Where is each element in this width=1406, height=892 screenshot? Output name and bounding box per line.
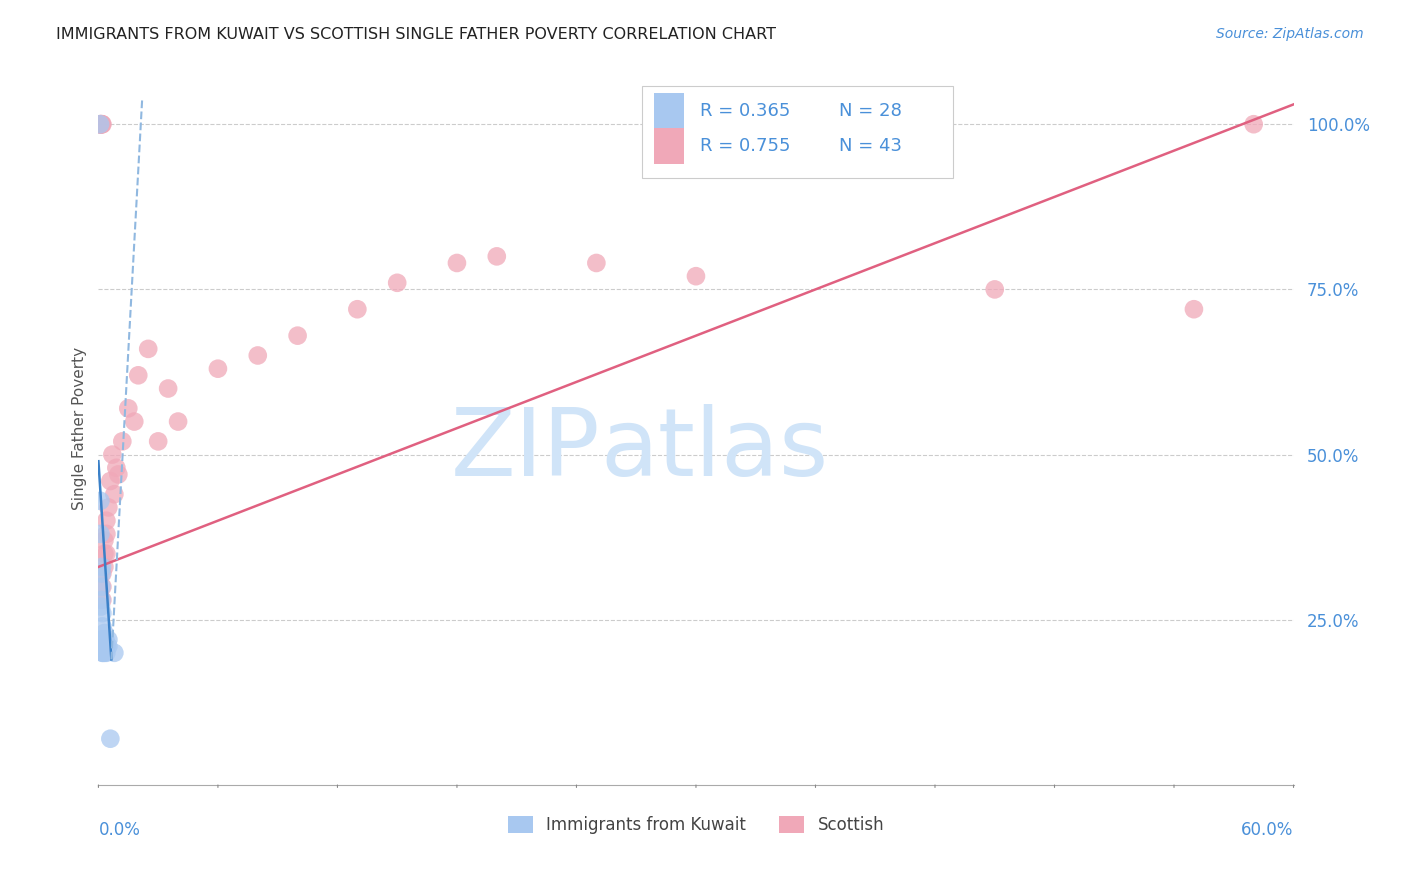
Text: ZIP: ZIP (451, 403, 600, 496)
Point (93, 547, 115, 561)
Text: R = 0.755: R = 0.755 (700, 137, 790, 155)
Bar (654, 128, 685, 164)
Point (101, 448, 124, 462)
Point (90, 580, 112, 594)
Point (96, 514, 118, 528)
Text: IMMIGRANTS FROM KUWAIT VS SCOTTISH SINGLE FATHER POVERTY CORRELATION CHART: IMMIGRANTS FROM KUWAIT VS SCOTTISH SINGL… (56, 27, 776, 42)
Point (107, 467, 129, 482)
Point (96, 527, 118, 541)
Point (446, 256, 468, 270)
Point (90, 599, 112, 614)
Point (89, 117, 111, 131)
Text: R = 0.365: R = 0.365 (700, 102, 790, 120)
Point (90, 632, 112, 647)
Point (127, 368, 149, 383)
Point (685, 269, 707, 284)
Point (91, 646, 114, 660)
Point (97, 639, 120, 653)
Point (124, 415, 146, 429)
Point (97, 632, 120, 647)
Point (91, 632, 114, 647)
Text: Source: ZipAtlas.com: Source: ZipAtlas.com (1216, 27, 1364, 41)
Point (91, 117, 114, 131)
Point (97, 500, 120, 515)
Point (91, 646, 114, 660)
Point (91, 580, 114, 594)
Point (585, 256, 607, 270)
Point (346, 302, 368, 317)
Point (94, 632, 117, 647)
Point (96, 646, 118, 660)
Point (90, 117, 112, 131)
Text: N = 28: N = 28 (839, 102, 903, 120)
Point (89, 117, 111, 131)
Point (485, 249, 508, 263)
Point (105, 460, 128, 475)
Point (90, 593, 112, 607)
Point (98, 731, 122, 746)
Point (93, 639, 115, 653)
Point (148, 434, 170, 449)
Point (91, 566, 114, 581)
Point (1243, 117, 1265, 131)
Point (103, 487, 125, 501)
Point (287, 328, 309, 343)
Text: 0.0%: 0.0% (98, 821, 141, 838)
Bar (643, 86, 953, 178)
Text: 60.0%: 60.0% (1241, 821, 1294, 838)
Y-axis label: Single Father Poverty: Single Father Poverty (72, 347, 87, 509)
Legend: Immigrants from Kuwait, Scottish: Immigrants from Kuwait, Scottish (501, 809, 891, 841)
Point (93, 533, 115, 548)
Point (98, 474, 122, 488)
Point (157, 382, 180, 396)
Point (93, 646, 115, 660)
Point (93, 560, 115, 574)
Point (246, 349, 269, 363)
Point (207, 361, 229, 376)
Point (96, 547, 118, 561)
Point (91, 560, 114, 574)
Text: N = 43: N = 43 (839, 137, 903, 155)
Point (90, 117, 112, 131)
Point (93, 632, 115, 647)
Point (94, 639, 117, 653)
Point (1182, 302, 1205, 317)
Point (93, 626, 115, 640)
Point (103, 646, 125, 660)
Bar (654, 93, 685, 128)
Point (167, 415, 190, 429)
Point (91, 606, 114, 620)
Point (89, 117, 111, 131)
Point (136, 342, 159, 356)
Point (93, 632, 115, 647)
Point (93, 639, 115, 653)
Point (89, 493, 111, 508)
Point (984, 282, 1007, 296)
Point (89, 117, 111, 131)
Point (385, 276, 409, 290)
Text: atlas: atlas (600, 403, 828, 496)
Point (91, 619, 114, 633)
Point (111, 434, 134, 449)
Point (91, 593, 114, 607)
Point (96, 639, 118, 653)
Point (117, 401, 139, 416)
Point (90, 117, 112, 131)
Point (91, 117, 114, 131)
Point (90, 566, 112, 581)
Point (89, 527, 111, 541)
